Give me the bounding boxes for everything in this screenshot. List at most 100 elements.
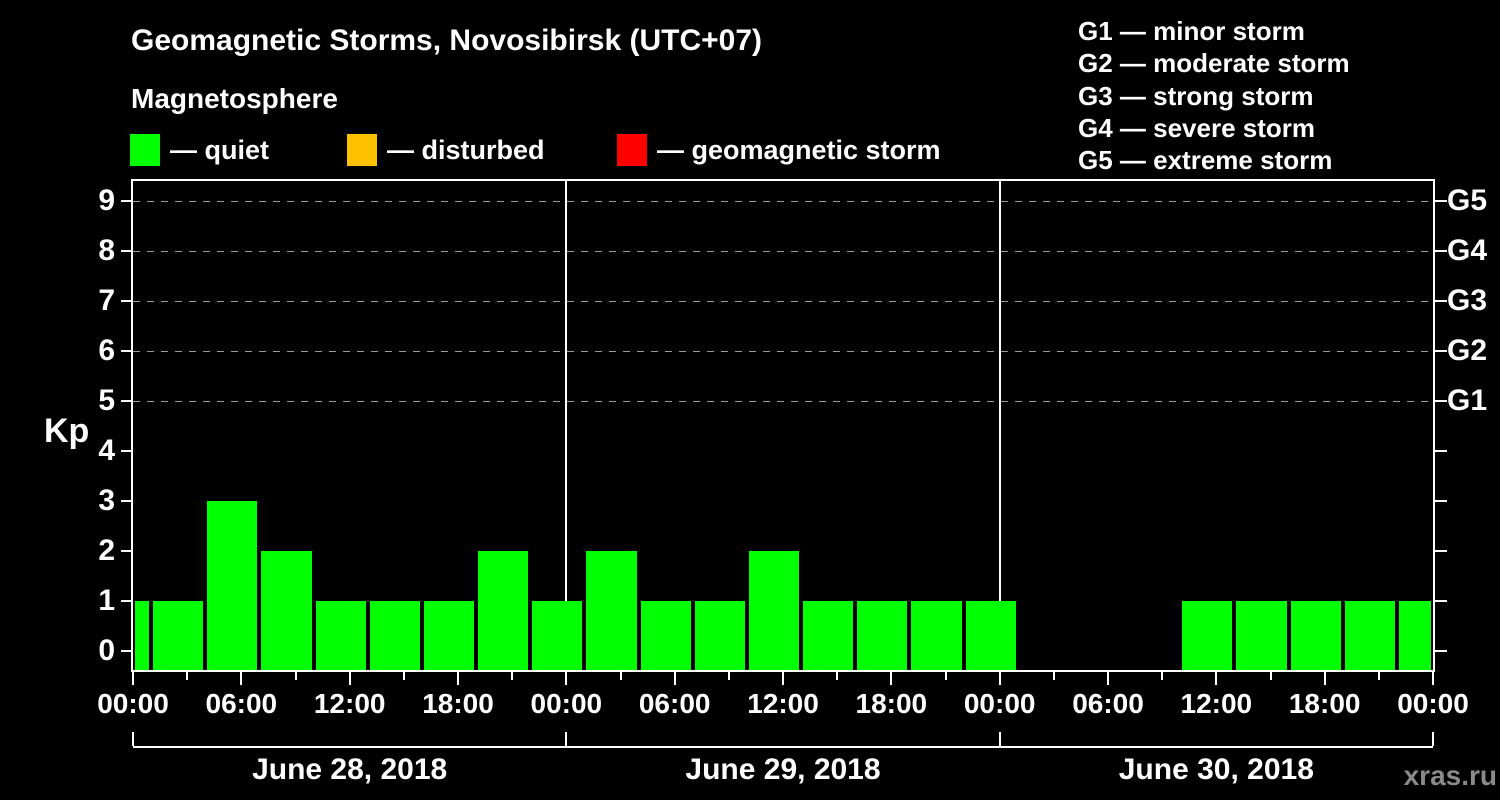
day-divider — [565, 181, 568, 670]
y-tick-label: 1 — [98, 584, 115, 617]
y-tick-right — [1435, 300, 1447, 302]
kp-bar — [803, 601, 854, 670]
quiet-swatch — [130, 134, 160, 166]
y-tick-right — [1435, 250, 1447, 252]
kp-bar — [965, 601, 1016, 670]
x-tick-major — [132, 672, 134, 685]
x-tick-major — [565, 672, 568, 685]
x-tick-minor — [1269, 672, 1272, 680]
x-tick-major — [890, 672, 893, 685]
x-tick-minor — [294, 672, 297, 680]
kp-bar — [423, 601, 475, 670]
storm-scale-item: G5 — extreme storm — [1078, 145, 1333, 175]
y-tick-left — [121, 600, 133, 602]
kp-bar — [261, 551, 312, 670]
x-tick-label: 06:00 — [1072, 688, 1144, 719]
grid-line-kp9 — [133, 201, 1433, 202]
storm-scale-item: G4 — severe storm — [1078, 112, 1316, 143]
y-axis-title: Kp — [44, 412, 90, 450]
y-tick-left — [121, 300, 133, 302]
storm-swatch — [617, 134, 647, 166]
kp-bar — [153, 601, 204, 670]
kp-bar — [478, 551, 529, 670]
y-tick-left — [121, 500, 133, 502]
x-tick-minor — [836, 672, 839, 680]
kp-bar — [532, 601, 583, 670]
page-title: Geomagnetic Storms, Novosibirsk (UTC+07) — [131, 24, 762, 57]
storm-label: — geomagnetic storm — [657, 135, 941, 165]
g-level-label: G2 — [1447, 334, 1488, 367]
y-tick-label: 2 — [98, 534, 115, 567]
x-tick-major — [673, 672, 676, 685]
x-tick-label: 18:00 — [422, 688, 494, 719]
kp-bar — [1344, 601, 1395, 670]
x-tick-label: 18:00 — [855, 688, 928, 719]
y-tick-label: 7 — [98, 284, 115, 317]
disturbed-label: — disturbed — [387, 135, 545, 165]
date-bracket-tick — [132, 732, 134, 746]
date-bracket-tick — [998, 732, 1001, 746]
plot-frame — [131, 179, 1435, 672]
kp-bar — [857, 601, 908, 670]
x-tick-label: 12:00 — [747, 688, 819, 719]
y-tick-label: 9 — [98, 184, 115, 217]
y-tick-left — [121, 350, 133, 352]
x-tick-minor — [727, 672, 730, 680]
y-tick-right — [1435, 500, 1447, 502]
x-tick-major — [1215, 672, 1218, 685]
date-bracket-tick — [1432, 732, 1434, 746]
kp-bar — [207, 501, 258, 670]
disturbed-swatch — [347, 134, 377, 166]
x-tick-major — [240, 672, 243, 685]
g-level-label: G3 — [1447, 284, 1488, 317]
x-tick-label: 00:00 — [1397, 688, 1469, 719]
y-tick-right — [1435, 200, 1447, 202]
kp-bar — [1236, 601, 1287, 670]
y-tick-label: 0 — [98, 634, 115, 667]
y-tick-right — [1435, 400, 1447, 402]
grid-line-kp8 — [133, 251, 1433, 252]
y-tick-label: 4 — [98, 434, 115, 467]
x-tick-label: 06:00 — [638, 688, 711, 719]
kp-bar — [1398, 601, 1431, 670]
y-tick-left — [121, 650, 133, 652]
x-tick-minor — [944, 672, 947, 680]
x-tick-minor — [1052, 672, 1055, 680]
x-tick-label: 12:00 — [1180, 688, 1253, 719]
x-tick-major — [782, 672, 784, 685]
x-tick-label: 00:00 — [97, 688, 169, 719]
x-tick-minor — [511, 672, 514, 680]
storm-scale-item: G2 — moderate storm — [1078, 48, 1350, 79]
kp-bar — [315, 601, 366, 670]
y-tick-label: 5 — [98, 384, 115, 417]
y-tick-left — [121, 550, 133, 552]
storm-scale-item: G3 — strong storm — [1078, 80, 1314, 111]
grid-line-kp6 — [133, 351, 1433, 352]
y-tick-label: 3 — [98, 484, 115, 517]
g-level-label: G1 — [1447, 384, 1488, 417]
x-tick-label: 00:00 — [963, 688, 1036, 719]
kp-bar — [135, 601, 150, 670]
x-tick-minor — [402, 672, 405, 680]
y-tick-left — [121, 250, 133, 252]
x-tick-major — [1107, 672, 1109, 685]
x-tick-minor — [1161, 672, 1164, 680]
quiet-label: — quiet — [170, 135, 269, 165]
y-tick-right — [1435, 350, 1447, 352]
plot-area — [133, 181, 1433, 670]
y-tick-left — [121, 400, 133, 402]
kp-bar — [694, 601, 745, 670]
y-tick-right — [1435, 450, 1447, 452]
x-tick-minor — [619, 672, 622, 680]
y-tick-label: 8 — [98, 234, 115, 267]
x-tick-major — [457, 672, 459, 685]
kp-bar — [1290, 601, 1341, 670]
y-tick-left — [121, 450, 133, 452]
date-bracket-tick — [565, 732, 568, 746]
x-tick-minor — [1377, 672, 1380, 680]
kp-bar — [640, 601, 691, 670]
y-tick-right — [1435, 600, 1447, 602]
y-tick-right — [1435, 550, 1447, 552]
storm-scale-item: G1 — minor storm — [1078, 16, 1305, 46]
